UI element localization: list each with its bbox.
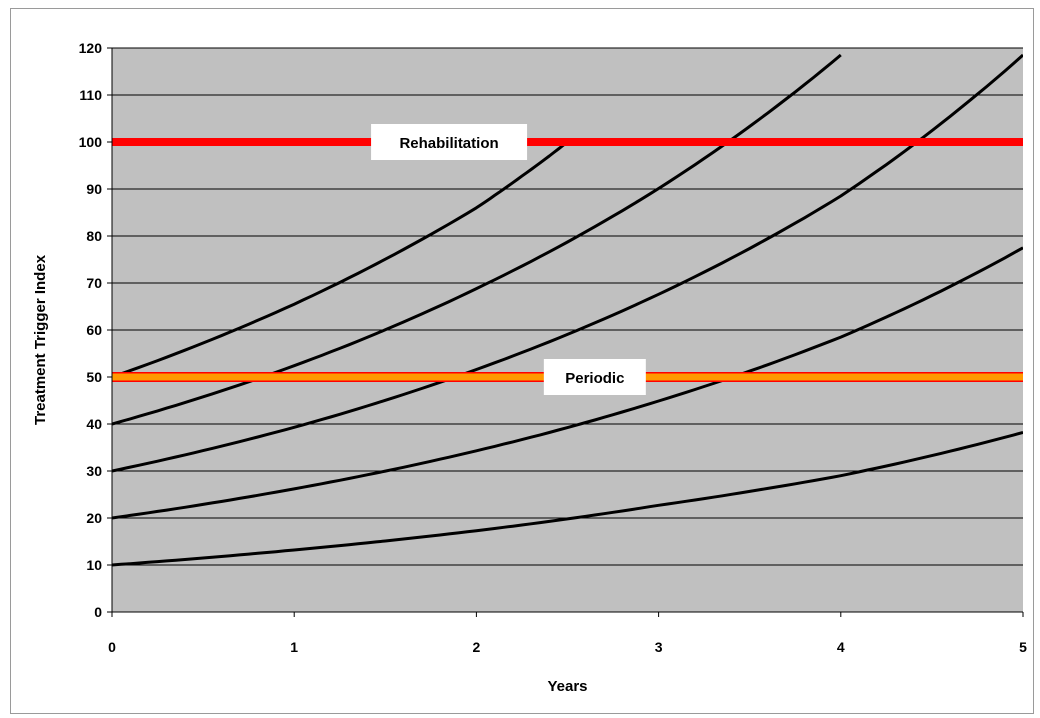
y-tick-label: 110 (79, 87, 102, 103)
x-tick-label: 4 (837, 639, 845, 655)
chart-frame: Rehabilitation Periodic 0 10 20 30 40 50 60 70 80… (10, 8, 1034, 714)
y-tick-label: 100 (79, 134, 103, 150)
reference-line-rehabilitation (112, 138, 1023, 146)
y-tick-label: 20 (86, 510, 102, 526)
x-axis-title: Years (547, 678, 587, 695)
x-tick-label: 3 (655, 639, 663, 655)
x-tick-label: 5 (1019, 639, 1027, 655)
x-tick-label: 1 (290, 639, 298, 655)
y-tick-label: 40 (86, 416, 102, 432)
y-tick-label: 0 (94, 604, 102, 620)
y-tick-label: 10 (86, 557, 102, 573)
y-tick-label: 60 (86, 322, 102, 338)
curve-5 (112, 140, 569, 379)
reference-lines: Rehabilitation Periodic (112, 124, 1023, 395)
x-tick-label: 0 (108, 639, 116, 655)
y-tick-label: 30 (86, 463, 102, 479)
curves (112, 53, 1023, 567)
y-tick-label: 80 (86, 228, 102, 244)
y-tick-label: 70 (86, 275, 102, 291)
curve-2 (112, 246, 1023, 520)
curve-4 (112, 53, 842, 426)
reference-line-periodic-label: Periodic (565, 370, 624, 387)
reference-line-periodic-label-box (543, 359, 646, 395)
y-tick-label: 120 (79, 40, 103, 56)
y-tick-label: 90 (86, 181, 102, 197)
y-tick-label: 50 (86, 369, 102, 385)
axes: 0 10 20 30 40 50 60 70 80 90 100 110 120 0 1 2 3 4 5 (79, 40, 1027, 655)
y-axis-title: Treatment Trigger Index (32, 254, 49, 425)
curve-1 (112, 431, 1023, 567)
curve-3 (112, 53, 1023, 473)
reference-line-rehabilitation-label: Rehabilitation (399, 135, 498, 152)
reference-line-rehabilitation-label-box (371, 124, 528, 160)
x-tick-label: 2 (473, 639, 481, 655)
